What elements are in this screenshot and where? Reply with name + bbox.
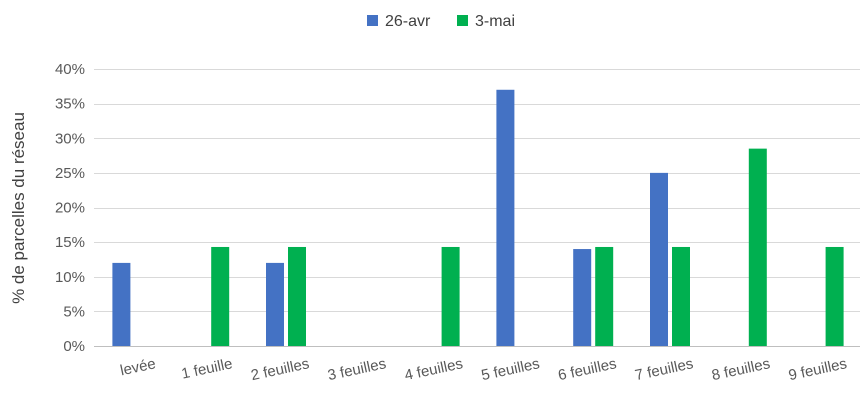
bar-3-mai-7	[672, 246, 690, 346]
y-tick-label: 30%	[55, 130, 85, 147]
bar-3-mai-4	[441, 246, 460, 346]
bar-3-mai-6	[595, 246, 614, 346]
y-tick-label: 20%	[55, 200, 85, 217]
x-tick-label: 2 feuilles	[249, 355, 310, 384]
y-tick-label: 5%	[63, 303, 85, 320]
y-axis-title: % de parcelles du réseau	[9, 112, 28, 304]
x-tick-label: 8 feuilles	[710, 355, 771, 384]
legend-label-26-avr: 26-avr	[385, 13, 431, 30]
x-tick-label: 5 feuilles	[480, 355, 541, 384]
y-axis-ticks: 0% 5% 10% 15% 20% 25% 30% 35% 40%	[55, 61, 85, 355]
bar-26-avr-5	[496, 89, 515, 347]
x-tick-label: 6 feuilles	[557, 355, 618, 384]
x-tick-label: 3 feuilles	[326, 355, 387, 384]
x-tick-label: 7 feuilles	[633, 355, 694, 384]
y-tick-label: 25%	[55, 165, 85, 182]
bar-3-mai-2	[288, 246, 306, 346]
y-tick-label: 10%	[55, 269, 85, 286]
x-axis-ticks: levée 1 feuille 2 feuilles 3 feuilles 4 feui…	[119, 355, 849, 384]
gridlines	[94, 69, 860, 347]
x-tick-label: 4 feuilles	[403, 355, 464, 384]
y-tick-label: 35%	[55, 96, 85, 113]
legend: 26-avr 3-mai	[367, 13, 515, 30]
bars	[112, 89, 844, 347]
bar-26-avr-2	[266, 262, 284, 346]
y-tick-label: 15%	[55, 234, 85, 251]
x-tick-label: levée	[119, 355, 158, 379]
legend-swatch-26-avr	[367, 15, 378, 26]
bar-3-mai-8	[748, 148, 767, 346]
bar-3-mai-9	[825, 246, 844, 346]
legend-swatch-3-mai	[457, 15, 468, 26]
bar-3-mai-1	[211, 246, 230, 346]
x-tick-label: 1 feuille	[180, 355, 234, 382]
bar-26-avr-7	[650, 172, 668, 346]
y-tick-label: 0%	[63, 338, 85, 355]
y-tick-label: 40%	[55, 61, 85, 78]
bar-26-avr-0	[112, 262, 131, 346]
x-tick-label: 9 feuilles	[787, 355, 848, 384]
legend-label-3-mai: 3-mai	[475, 13, 515, 30]
bar-26-avr-6	[573, 249, 592, 346]
